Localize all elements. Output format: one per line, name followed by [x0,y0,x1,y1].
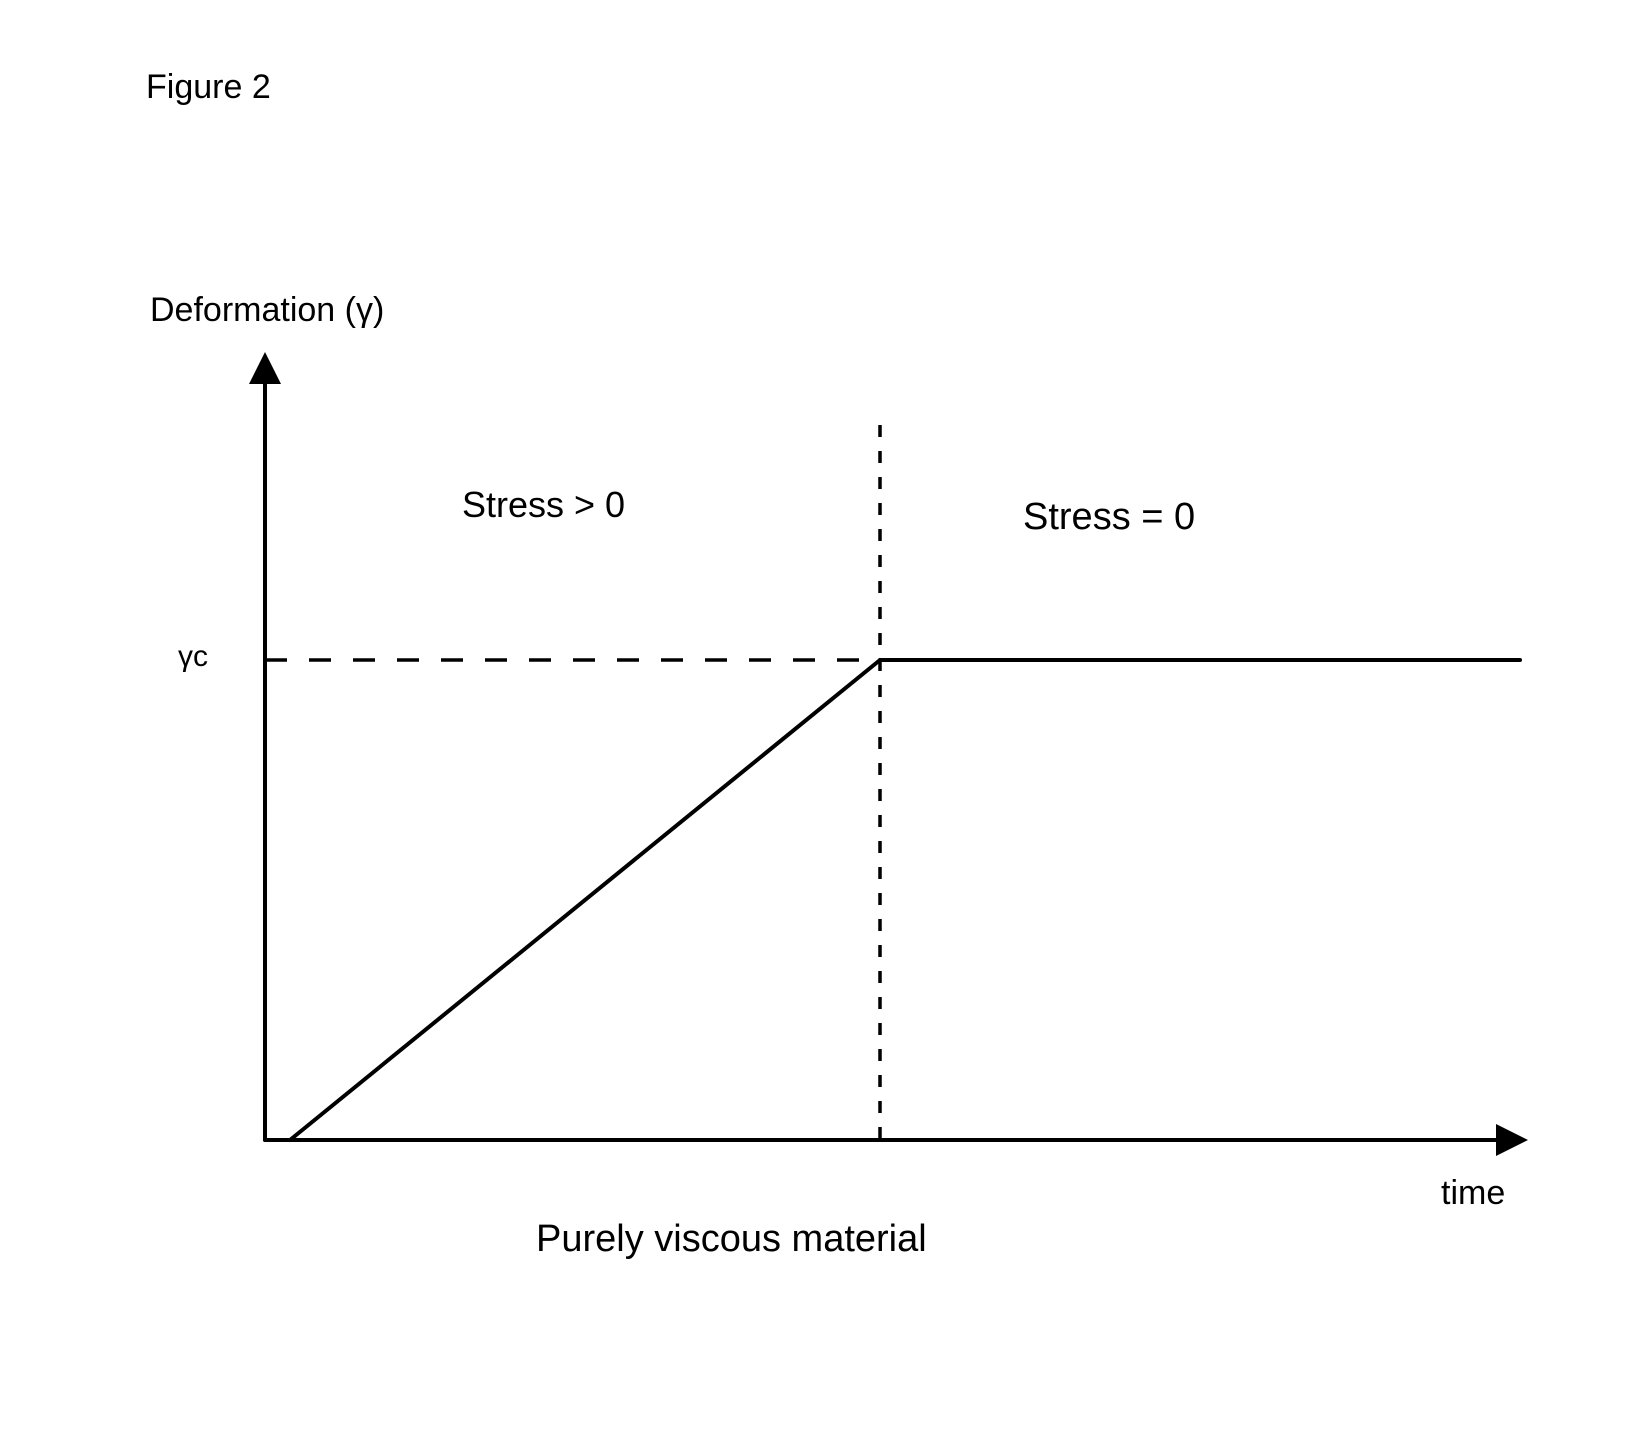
figure-title: Figure 2 [146,68,271,107]
y-axis-label: Deformation (γ) [150,291,384,330]
figure-caption-text: Purely viscous material [536,1218,927,1260]
figure-title-text: Figure 2 [146,68,271,106]
data-seg-rise [290,660,880,1140]
figure-caption: Purely viscous material [536,1218,927,1261]
x-axis-label-text: time [1441,1174,1505,1212]
ytick-gamma-c-text: γᴄ [178,640,208,673]
ytick-gamma-c: γᴄ [178,640,208,674]
chart-svg [220,350,1540,1170]
y-axis-label-text: Deformation (γ) [150,291,384,329]
page-root: Figure 2 Deformation (γ) γᴄ Stress > 0 S… [0,0,1635,1437]
x-axis-label: time [1441,1174,1505,1213]
